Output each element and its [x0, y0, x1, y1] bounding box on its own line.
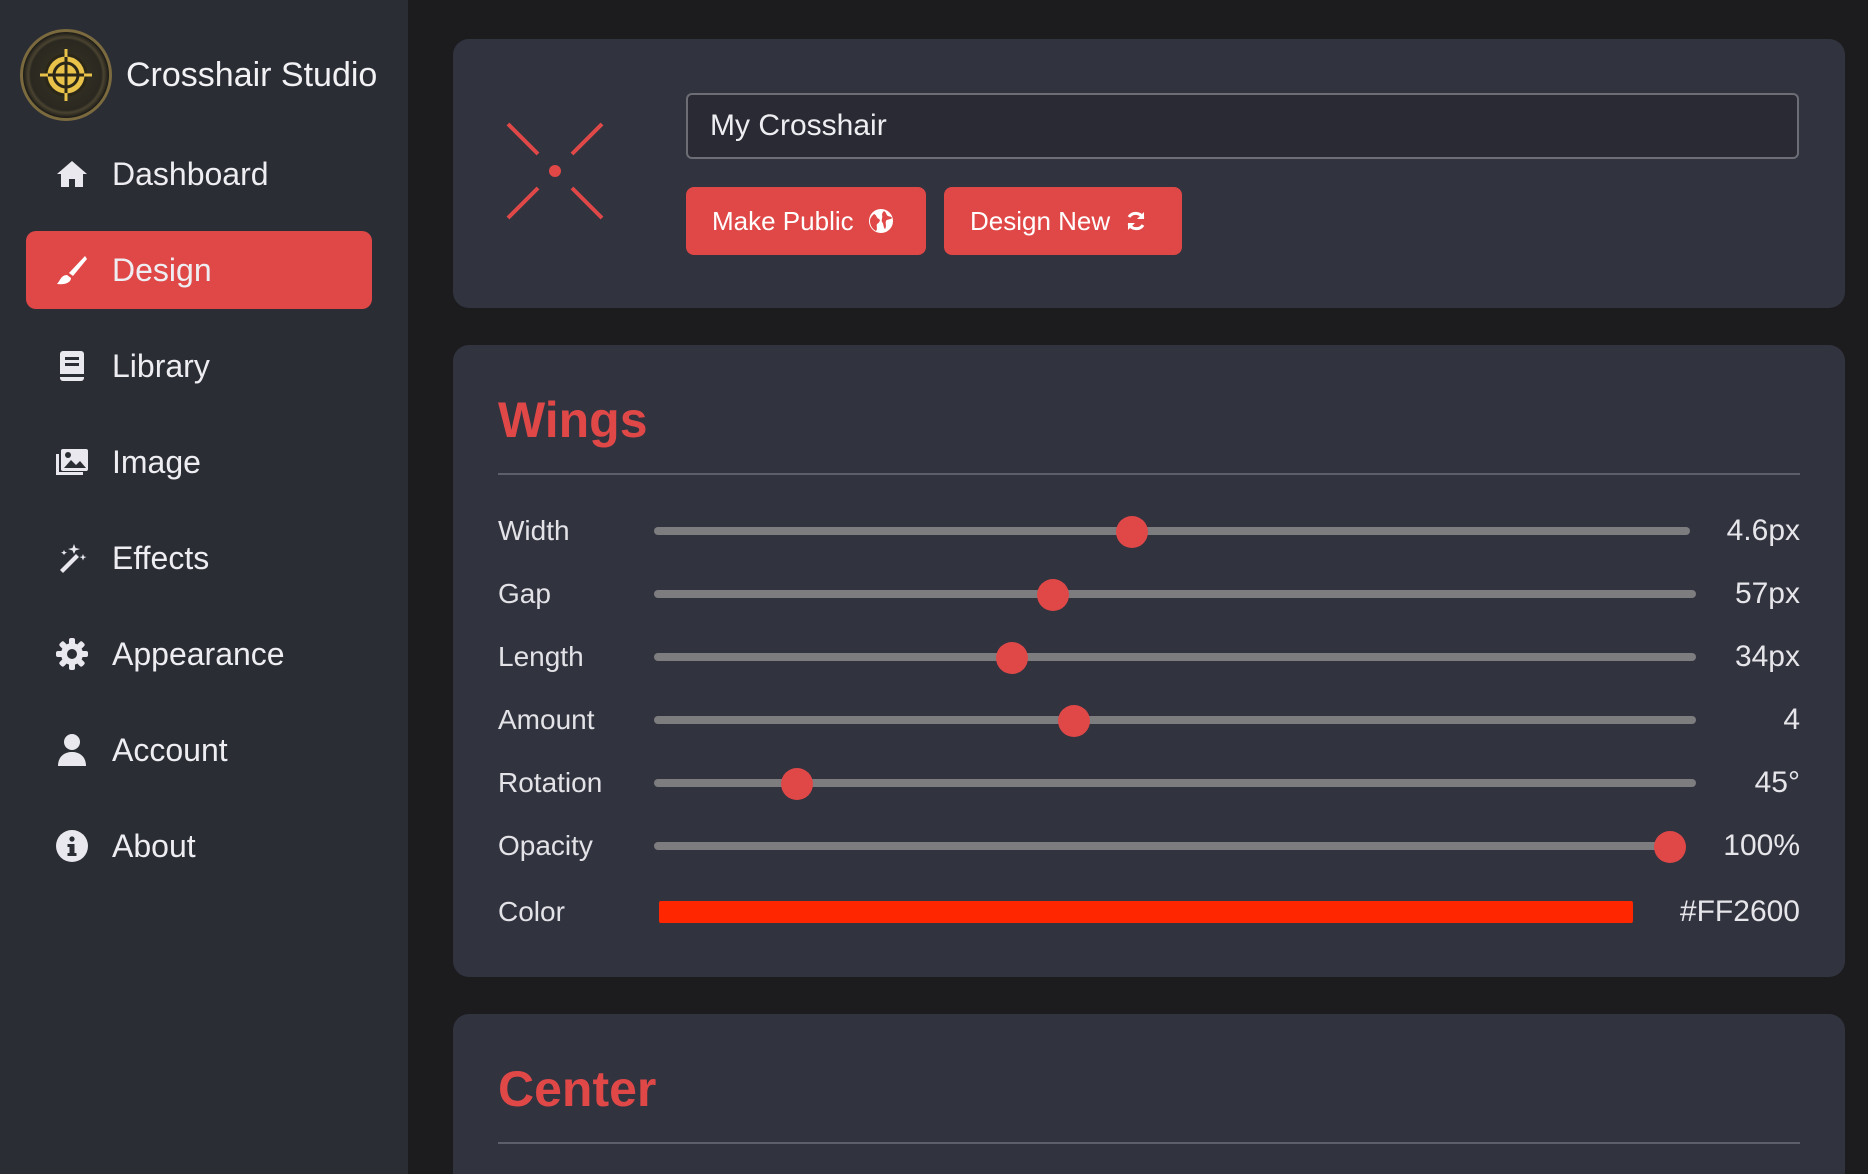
- amount-slider-row: Amount 4: [498, 700, 1800, 740]
- info-icon: [54, 828, 90, 864]
- gap-slider-thumb[interactable]: [1037, 579, 1070, 611]
- wings-section-title: Wings: [498, 392, 648, 448]
- app-title: Crosshair Studio: [126, 55, 378, 94]
- brand[interactable]: Crosshair Studio: [0, 29, 408, 121]
- length-value: 34px: [1734, 640, 1800, 673]
- amount-value: 4: [1783, 703, 1800, 736]
- sidebar-item-label: Dashboard: [112, 155, 269, 192]
- sidebar-item-design[interactable]: Design: [26, 231, 372, 309]
- sidebar-item-effects[interactable]: Effects: [26, 519, 372, 597]
- gap-value: 57px: [1734, 577, 1800, 610]
- opacity-value: 100%: [1723, 829, 1800, 862]
- gap-slider-row: Gap 57px: [498, 574, 1800, 614]
- section-divider: [498, 1142, 1800, 1144]
- rotation-slider-row: Rotation 45°: [498, 763, 1800, 803]
- sidebar: Crosshair Studio Dashboard Design Librar…: [0, 0, 408, 1174]
- main-content: Make Public Design New Wings Width 4: [408, 0, 1868, 1174]
- sidebar-item-label: Design: [112, 251, 212, 288]
- sidebar-nav: Dashboard Design Library Image: [0, 135, 408, 885]
- width-slider-thumb[interactable]: [1115, 516, 1148, 548]
- design-new-button[interactable]: Design New: [944, 187, 1182, 255]
- sidebar-item-account[interactable]: Account: [26, 711, 372, 789]
- color-value: #FF2600: [1679, 895, 1800, 928]
- globe-icon: [868, 208, 894, 234]
- sidebar-item-appearance[interactable]: Appearance: [26, 615, 372, 693]
- length-slider-row: Length 34px: [498, 637, 1800, 677]
- amount-slider-thumb[interactable]: [1057, 705, 1090, 737]
- rotation-slider-track[interactable]: [654, 768, 1696, 800]
- brush-icon: [54, 252, 90, 288]
- home-icon: [54, 156, 90, 192]
- width-slider-row: Width 4.6px: [498, 511, 1800, 551]
- wings-card: Wings Width 4.6px Gap 57px Length: [453, 345, 1845, 977]
- width-label: Width: [498, 515, 570, 546]
- center-section-title: Center: [498, 1061, 657, 1117]
- length-label: Length: [498, 641, 584, 672]
- images-icon: [54, 444, 90, 480]
- gear-icon: [54, 636, 90, 672]
- magic-wand-icon: [54, 540, 90, 576]
- opacity-slider-thumb[interactable]: [1654, 831, 1686, 863]
- amount-label: Amount: [498, 704, 595, 735]
- sidebar-item-about[interactable]: About: [26, 807, 372, 885]
- sidebar-item-label: Account: [112, 731, 228, 768]
- sidebar-item-label: Image: [112, 443, 201, 480]
- opacity-slider-track[interactable]: [654, 831, 1686, 863]
- color-swatch[interactable]: [659, 901, 1633, 923]
- opacity-label: Opacity: [498, 830, 593, 861]
- sidebar-item-label: Library: [112, 347, 210, 384]
- center-card: Center: [453, 1014, 1845, 1174]
- opacity-slider-row: Opacity 100%: [498, 826, 1800, 866]
- user-icon: [54, 732, 90, 768]
- rotation-label: Rotation: [498, 767, 603, 798]
- width-slider-track[interactable]: [654, 516, 1690, 548]
- width-value: 4.6px: [1726, 514, 1800, 547]
- rotation-slider-thumb[interactable]: [780, 768, 813, 800]
- length-slider-thumb[interactable]: [996, 642, 1029, 674]
- crosshair-name-input[interactable]: [686, 93, 1799, 159]
- length-slider-track[interactable]: [654, 642, 1696, 674]
- sidebar-item-label: About: [112, 827, 196, 864]
- amount-slider-track[interactable]: [654, 705, 1696, 737]
- refresh-icon: [1124, 209, 1148, 233]
- sidebar-item-image[interactable]: Image: [26, 423, 372, 501]
- book-icon: [54, 348, 90, 384]
- gap-label: Gap: [498, 578, 551, 609]
- crosshair-preview: [503, 119, 607, 223]
- color-label: Color: [498, 896, 565, 927]
- section-divider: [498, 473, 1800, 475]
- sidebar-item-library[interactable]: Library: [26, 327, 372, 405]
- color-row: Color #FF2600: [498, 892, 1800, 932]
- design-new-label: Design New: [970, 205, 1111, 236]
- sidebar-item-label: Effects: [112, 539, 210, 576]
- crosshair-header-card: Make Public Design New: [453, 39, 1845, 308]
- crosshair-logo-icon: [20, 29, 112, 121]
- gap-slider-track[interactable]: [654, 579, 1696, 611]
- make-public-label: Make Public: [712, 205, 854, 236]
- sidebar-item-dashboard[interactable]: Dashboard: [26, 135, 372, 213]
- make-public-button[interactable]: Make Public: [686, 187, 926, 255]
- sidebar-item-label: Appearance: [112, 635, 285, 672]
- rotation-value: 45°: [1754, 766, 1800, 799]
